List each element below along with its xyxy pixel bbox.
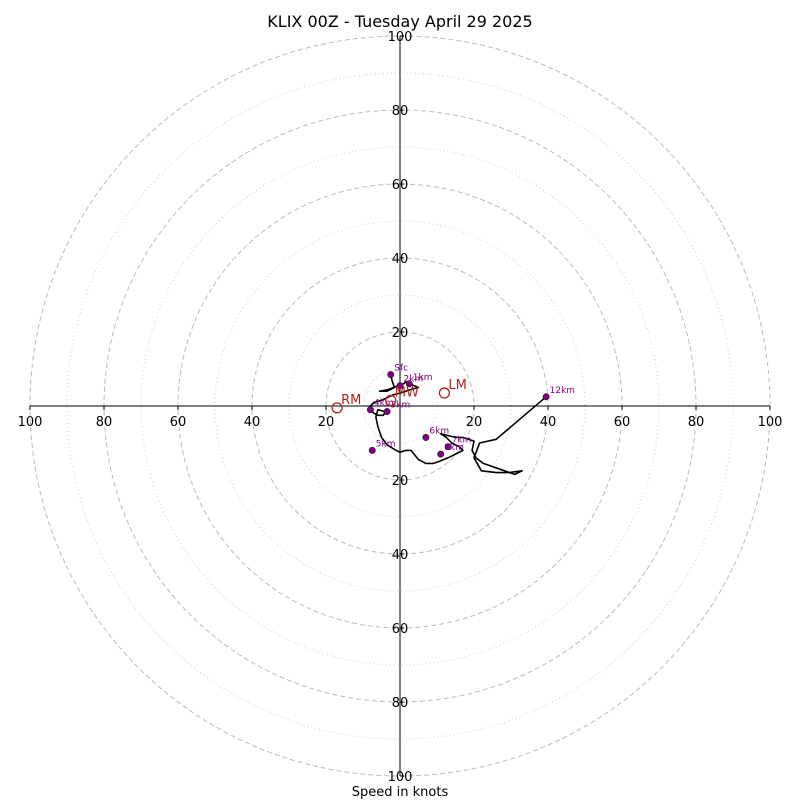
- height-label-8km: 8km: [444, 443, 464, 453]
- height-point-5km: [368, 446, 376, 454]
- height-point-1km: [405, 380, 413, 388]
- height-label-4km: 4km: [374, 399, 394, 409]
- x-tick-label: 60: [170, 415, 187, 430]
- height-label-12km: 12km: [550, 386, 575, 396]
- x-tick-label: 20: [466, 415, 483, 430]
- height-point-4km: [366, 406, 374, 414]
- x-tick-label: 80: [96, 415, 113, 430]
- storm-motion-lm: [438, 387, 451, 399]
- height-point-12km: [542, 393, 550, 401]
- tick-labels: 100 80 60 40 20 20 40 60 80 100 100 80 60 40 20 20 40 60 8…: [18, 30, 783, 785]
- x-tick-label: 100: [18, 415, 43, 430]
- y-tick-label: 20: [392, 474, 409, 489]
- height-label-3km: 3km: [391, 401, 411, 411]
- height-point-8km: [437, 450, 445, 458]
- height-point-7km: [444, 443, 452, 451]
- x-tick-label: 60: [614, 415, 631, 430]
- y-tick-label: 40: [392, 548, 409, 563]
- x-tick-label: 40: [540, 415, 557, 430]
- y-tick-label: 20: [392, 326, 409, 341]
- height-label-sfc: Sfc: [394, 364, 408, 374]
- height-label-1km: 1km: [413, 373, 433, 383]
- y-tick-label: 80: [392, 696, 409, 711]
- height-point-2km: [396, 382, 404, 390]
- height-label-2km: 2km: [404, 375, 424, 385]
- y-tick-label: 40: [392, 252, 409, 267]
- storm-motion-markers: RM LM MW: [331, 378, 467, 414]
- height-point-3km: [383, 408, 391, 415]
- storm-motion-label-rm: RM: [341, 393, 361, 408]
- wind-trace: [369, 374, 547, 476]
- axes: [29, 35, 771, 777]
- height-point-6km: [422, 434, 430, 441]
- height-point-sfc: [387, 371, 395, 378]
- y-tick-label: 60: [392, 622, 409, 637]
- x-tick-label: 80: [688, 415, 705, 430]
- storm-motion-mw: [385, 394, 397, 407]
- x-tick-label: 40: [244, 415, 261, 430]
- storm-motion-label-mw: MW: [395, 385, 419, 400]
- hodograph-trace: [369, 374, 547, 476]
- x-tick-label: 20: [318, 415, 335, 430]
- chart-title: KLIX 00Z - Tuesday April 29 2025: [267, 12, 532, 31]
- x-tick-label: 100: [758, 415, 783, 430]
- height-label-6km: 6km: [429, 426, 449, 436]
- y-tick-label: 100: [388, 770, 413, 785]
- storm-motion-label-lm: LM: [448, 378, 466, 393]
- storm-motion-rm: [331, 402, 343, 414]
- x-axis-label: Speed in knots: [352, 785, 449, 800]
- height-label-7km: 7km: [452, 436, 472, 446]
- y-tick-label: 80: [392, 104, 409, 119]
- y-tick-label: 100: [388, 30, 413, 45]
- height-label-5km: 5km: [376, 439, 396, 449]
- y-tick-label: 60: [392, 178, 409, 193]
